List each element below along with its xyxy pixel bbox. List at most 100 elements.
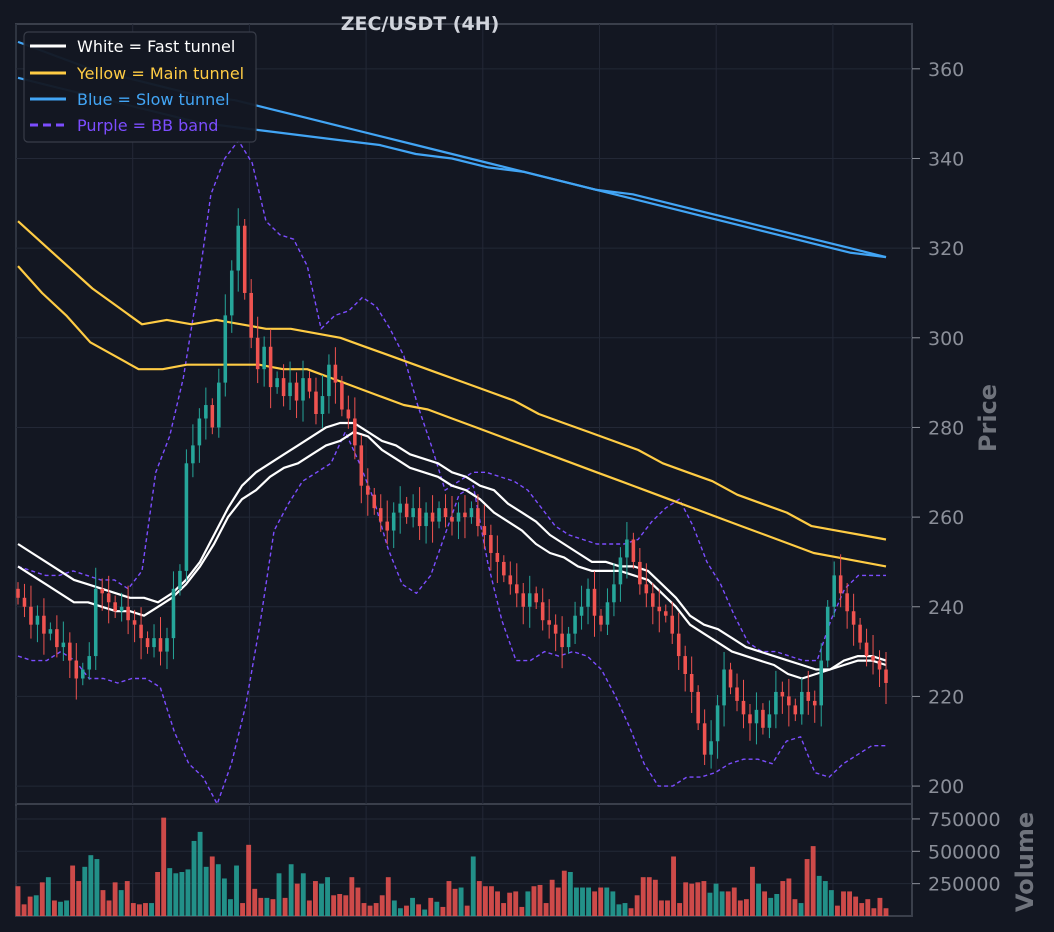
volume-bar <box>325 877 330 916</box>
candle-body <box>521 593 526 607</box>
volume-bar-layer <box>15 817 889 916</box>
volume-bar <box>574 887 579 916</box>
volume-bar <box>306 900 312 916</box>
price-axis-title: Price <box>974 384 1002 452</box>
volume-bar <box>549 879 555 916</box>
volume-bar <box>756 883 761 916</box>
candle-body <box>398 503 402 513</box>
candle-body <box>748 714 752 724</box>
candle-body <box>178 570 182 589</box>
candle-body <box>871 656 875 661</box>
volume-bar <box>88 855 94 916</box>
candle-body <box>378 508 383 522</box>
volume-bar <box>100 890 106 916</box>
volume-bar <box>234 865 239 916</box>
volume-bar <box>246 844 252 916</box>
volume-bar <box>482 886 488 916</box>
volume-bar <box>404 905 409 916</box>
candle-body <box>29 606 33 625</box>
volume-bar <box>106 900 112 916</box>
volume-bar <box>683 882 689 916</box>
candle-body <box>553 624 558 634</box>
legend-label-bb: Purple = BB band <box>77 116 218 135</box>
volume-bar <box>713 883 719 916</box>
volume-bar <box>816 875 822 916</box>
volume-bar <box>841 891 846 916</box>
volume-bar <box>798 903 804 916</box>
volume-bar <box>167 868 173 916</box>
candle-body <box>320 396 325 414</box>
volume-bar <box>768 897 774 916</box>
legend-label-main: Yellow = Main tunnel <box>76 64 244 83</box>
chart-title: ZEC/USDT (4H) <box>341 13 500 35</box>
main-tunnel-lower-line <box>17 265 887 568</box>
candle-body <box>22 597 27 607</box>
candle-body <box>631 539 636 562</box>
volume-bar <box>300 873 306 916</box>
candle-body <box>858 624 862 643</box>
price-tick-label: 240 <box>928 597 964 619</box>
volume-bar <box>240 903 246 916</box>
candle-body <box>735 687 739 701</box>
volume-bar <box>737 900 743 916</box>
volume-bar <box>658 900 664 916</box>
volume-bar <box>130 903 136 916</box>
candle-body <box>165 638 169 652</box>
volume-bar <box>319 883 324 916</box>
price-tick-label: 260 <box>928 507 964 529</box>
volume-bar <box>155 872 161 916</box>
candle-body <box>236 225 241 271</box>
legend-label-slow: Blue = Slow tunnel <box>77 90 230 109</box>
candle-body <box>845 593 849 612</box>
candle-body <box>689 674 694 692</box>
volume-bar <box>810 846 816 916</box>
candle-body <box>793 705 798 715</box>
volume-bar <box>652 879 658 916</box>
candle-body <box>152 638 156 648</box>
volume-bar <box>15 886 21 916</box>
candle-body <box>430 512 435 522</box>
volume-bar <box>228 899 233 916</box>
volume-bar <box>646 877 652 916</box>
volume-bar <box>470 856 476 916</box>
volume-bar <box>622 903 628 916</box>
candle-body <box>191 445 195 464</box>
candle-body <box>780 691 785 697</box>
volume-bar <box>707 892 713 916</box>
candle-body <box>255 337 260 370</box>
fast-tunnel-lower-line <box>17 430 887 680</box>
price-tick-label: 360 <box>928 59 964 81</box>
volume-bar <box>665 900 670 916</box>
volume-bar <box>828 890 834 916</box>
candle-body <box>702 723 707 755</box>
candle-body <box>644 584 649 594</box>
candle-body <box>158 638 163 652</box>
price-tick-label: 200 <box>928 776 964 798</box>
candle-body <box>443 508 448 518</box>
volume-bar <box>847 891 853 916</box>
volume-bar <box>94 859 100 916</box>
price-tick-label: 280 <box>928 417 964 439</box>
candle-body <box>229 270 234 316</box>
candle-body <box>774 691 778 715</box>
volume-bar <box>877 897 883 916</box>
volume-bar <box>580 887 585 916</box>
main-tunnel-upper-line <box>17 220 887 541</box>
volume-bar <box>762 891 768 916</box>
candle-body <box>119 606 124 612</box>
volume-bar <box>361 903 367 916</box>
candle-body <box>663 611 668 616</box>
volume-bar <box>567 872 573 916</box>
candle-body <box>482 526 487 536</box>
volume-bar <box>215 864 221 916</box>
volume-bar <box>598 887 604 916</box>
candle-body <box>618 557 623 585</box>
candle-body <box>838 575 843 594</box>
volume-tick-label: 750000 <box>928 809 1001 831</box>
candle-body <box>249 292 253 338</box>
volume-bar <box>835 905 840 916</box>
candle-body <box>106 593 111 603</box>
candle-body <box>197 418 202 446</box>
volume-bar <box>161 817 167 916</box>
